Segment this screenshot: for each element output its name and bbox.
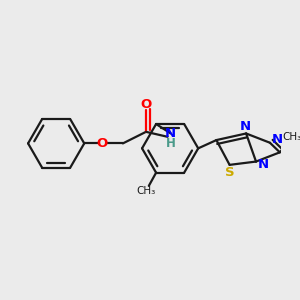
Text: CH₃: CH₃ <box>283 132 300 142</box>
Text: N: N <box>240 120 251 133</box>
Text: S: S <box>225 166 235 178</box>
Text: O: O <box>140 98 152 111</box>
Text: N: N <box>272 133 283 146</box>
Text: N: N <box>165 127 176 140</box>
Text: N: N <box>258 158 269 171</box>
Text: CH₃: CH₃ <box>136 186 156 196</box>
Text: O: O <box>97 137 108 150</box>
Text: H: H <box>166 137 176 150</box>
